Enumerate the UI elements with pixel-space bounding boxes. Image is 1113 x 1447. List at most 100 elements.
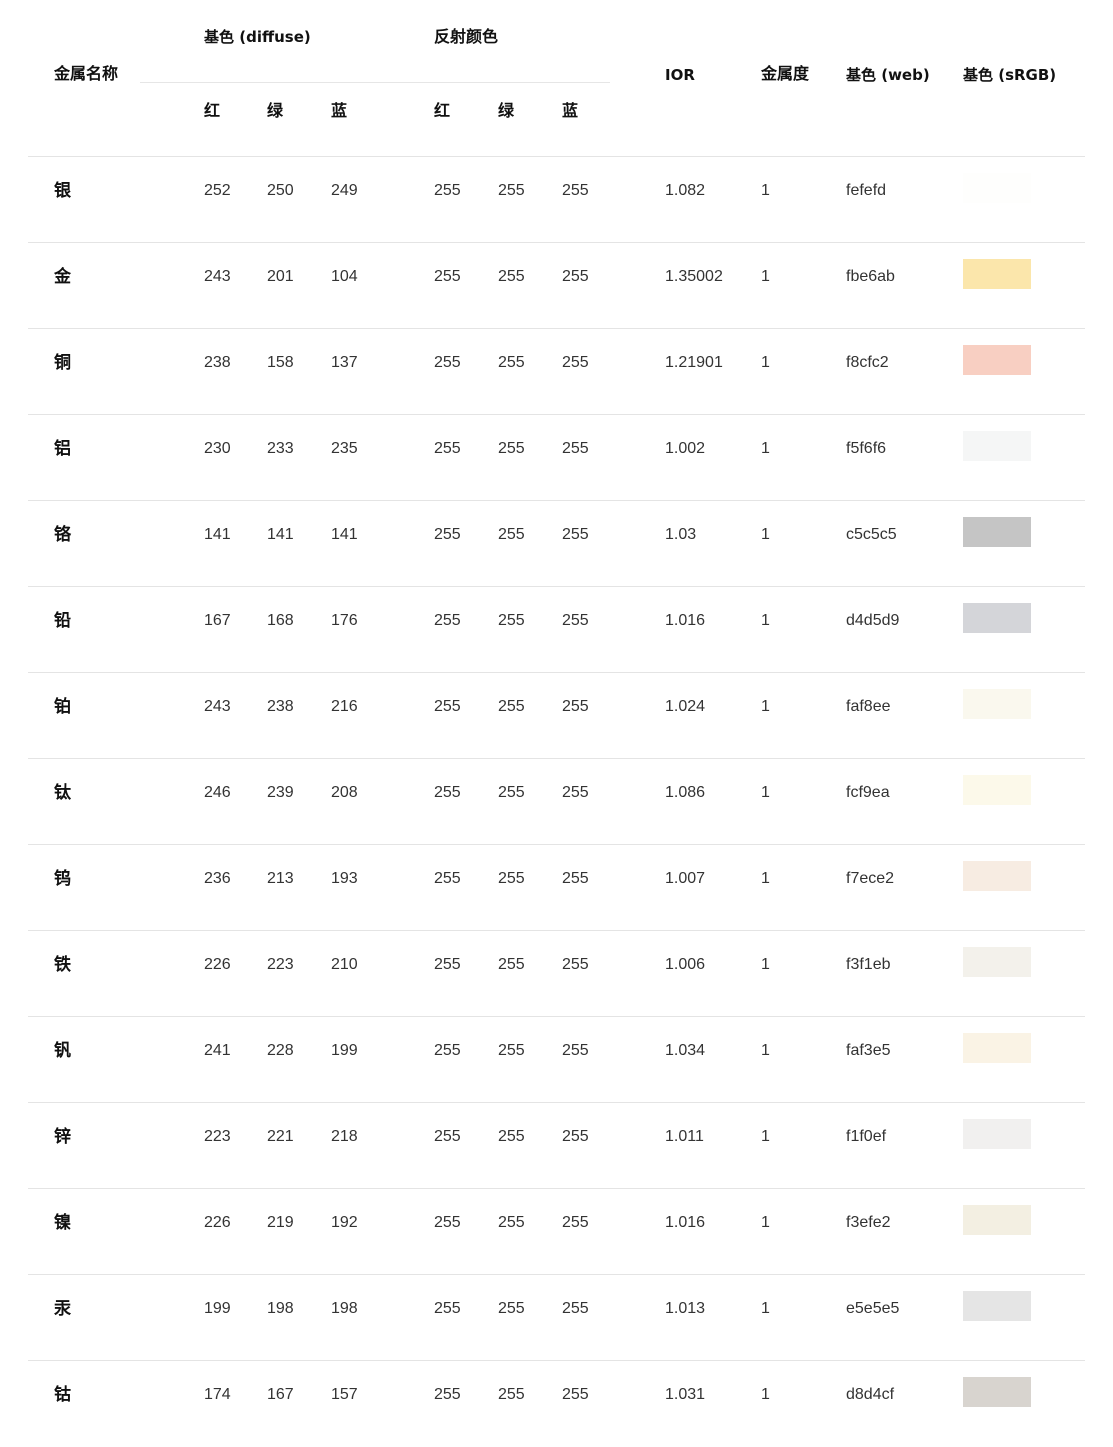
- color-swatch: [963, 431, 1031, 461]
- diffuse-blue-value: 193: [331, 870, 358, 887]
- diffuse-green-value: 167: [267, 1386, 294, 1403]
- metal-name: 铂: [54, 697, 71, 717]
- metallic-value: 1: [761, 784, 770, 801]
- diffuse-red-value: 241: [204, 1042, 231, 1059]
- reflect-red-value: 255: [434, 182, 461, 199]
- web-hex-value: f7ece2: [846, 870, 895, 887]
- diffuse-red-value: 236: [204, 870, 231, 887]
- reflect-blue-value: 255: [562, 870, 589, 887]
- reflect-red-value: 255: [434, 526, 461, 543]
- diffuse-red-value: 243: [204, 698, 231, 715]
- color-swatch: [963, 345, 1031, 375]
- reflect-blue-value: 255: [562, 784, 589, 801]
- reflect-green-value: 255: [498, 784, 525, 801]
- web-hex-value: f5f6f6: [846, 440, 887, 457]
- reflect-blue-value: 255: [562, 1300, 589, 1317]
- diffuse-blue-value: 218: [331, 1128, 358, 1145]
- header-base-srgb: 基色 (sRGB): [963, 66, 1057, 84]
- metal-name: 汞: [54, 1299, 71, 1319]
- reflect-green-value: 255: [498, 354, 525, 371]
- diffuse-red-value: 226: [204, 956, 231, 973]
- color-swatch: [963, 517, 1031, 547]
- metallic-value: 1: [761, 870, 770, 887]
- metal-name: 铅: [54, 611, 71, 631]
- metal-name: 钨: [54, 869, 71, 889]
- color-swatch: [963, 603, 1031, 633]
- reflect-red-value: 255: [434, 870, 461, 887]
- metal-name: 锌: [54, 1127, 71, 1147]
- color-swatch: [963, 1119, 1031, 1149]
- diffuse-red-value: 223: [204, 1128, 231, 1145]
- diffuse-blue-value: 199: [331, 1042, 358, 1059]
- header-base-web: 基色 (web): [846, 66, 930, 84]
- header-diffuse-blue: 蓝: [331, 101, 348, 120]
- table-row: 钴 174 167 157 255 255 255 1.031 1 d8d4cf: [28, 1360, 1085, 1447]
- reflect-blue-value: 255: [562, 1042, 589, 1059]
- table-row: 铜 238 158 137 255 255 255 1.21901 1 f8cfc2: [28, 328, 1085, 415]
- table-row: 锌 223 221 218 255 255 255 1.011 1 f1f0ef: [28, 1102, 1085, 1189]
- metallic-value: 1: [761, 698, 770, 715]
- diffuse-green-value: 213: [267, 870, 294, 887]
- reflect-green-value: 255: [498, 1386, 525, 1403]
- reflect-green-value: 255: [498, 526, 525, 543]
- color-swatch: [963, 947, 1031, 977]
- metallic-value: 1: [761, 1042, 770, 1059]
- web-hex-value: fefefd: [846, 182, 887, 199]
- header-metallic: 金属度: [761, 64, 810, 83]
- metal-name: 铜: [54, 353, 71, 373]
- diffuse-green-value: 238: [267, 698, 294, 715]
- metal-name: 银: [54, 181, 71, 201]
- diffuse-red-value: 174: [204, 1386, 231, 1403]
- table-row: 铁 226 223 210 255 255 255 1.006 1 f3f1eb: [28, 930, 1085, 1017]
- metal-name: 金: [54, 267, 71, 287]
- web-hex-value: e5e5e5: [846, 1300, 900, 1317]
- diffuse-blue-value: 208: [331, 784, 358, 801]
- table-row: 铅 167 168 176 255 255 255 1.016 1 d4d5d9: [28, 586, 1085, 673]
- diffuse-blue-value: 176: [331, 612, 358, 629]
- diffuse-green-value: 141: [267, 526, 294, 543]
- diffuse-red-value: 141: [204, 526, 231, 543]
- diffuse-red-value: 167: [204, 612, 231, 629]
- diffuse-green-value: 168: [267, 612, 294, 629]
- metal-name: 钒: [54, 1041, 71, 1061]
- header-metal-name: 金属名称: [54, 64, 119, 83]
- metallic-value: 1: [761, 612, 770, 629]
- color-swatch: [963, 1291, 1031, 1321]
- diffuse-blue-value: 249: [331, 182, 358, 199]
- color-swatch: [963, 1033, 1031, 1063]
- metal-name: 钛: [54, 783, 71, 803]
- reflect-red-value: 255: [434, 956, 461, 973]
- reflect-green-value: 255: [498, 440, 525, 457]
- reflect-blue-value: 255: [562, 956, 589, 973]
- reflect-green-value: 255: [498, 182, 525, 199]
- table-row: 钛 246 239 208 255 255 255 1.086 1 fcf9ea: [28, 758, 1085, 845]
- web-hex-value: f3f1eb: [846, 956, 891, 973]
- diffuse-green-value: 233: [267, 440, 294, 457]
- web-hex-value: faf3e5: [846, 1042, 891, 1059]
- diffuse-blue-value: 210: [331, 956, 358, 973]
- web-hex-value: c5c5c5: [846, 526, 897, 543]
- ior-value: 1.011: [665, 1128, 704, 1145]
- reflect-red-value: 255: [434, 1042, 461, 1059]
- web-hex-value: f1f0ef: [846, 1128, 887, 1145]
- ior-value: 1.031: [665, 1386, 706, 1403]
- reflect-blue-value: 255: [562, 354, 589, 371]
- ior-value: 1.024: [665, 698, 706, 715]
- header-reflect-green: 绿: [498, 101, 515, 120]
- table-row: 镍 226 219 192 255 255 255 1.016 1 f3efe2: [28, 1188, 1085, 1275]
- ior-value: 1.002: [665, 440, 706, 457]
- diffuse-blue-value: 235: [331, 440, 358, 457]
- metal-name: 铝: [54, 439, 71, 459]
- reflect-red-value: 255: [434, 1300, 461, 1317]
- table-row: 银 252 250 249 255 255 255 1.082 1 fefefd: [28, 156, 1085, 243]
- web-hex-value: faf8ee: [846, 698, 891, 715]
- diffuse-green-value: 250: [267, 182, 294, 199]
- web-hex-value: f8cfc2: [846, 354, 889, 371]
- reflect-green-value: 255: [498, 1214, 525, 1231]
- metallic-value: 1: [761, 1386, 770, 1403]
- table-row: 金 243 201 104 255 255 255 1.35002 1 fbe6ab: [28, 242, 1085, 329]
- ior-value: 1.35002: [665, 268, 723, 285]
- reflect-green-value: 255: [498, 612, 525, 629]
- table-row: 铂 243 238 216 255 255 255 1.024 1 faf8ee: [28, 672, 1085, 759]
- reflect-blue-value: 255: [562, 612, 589, 629]
